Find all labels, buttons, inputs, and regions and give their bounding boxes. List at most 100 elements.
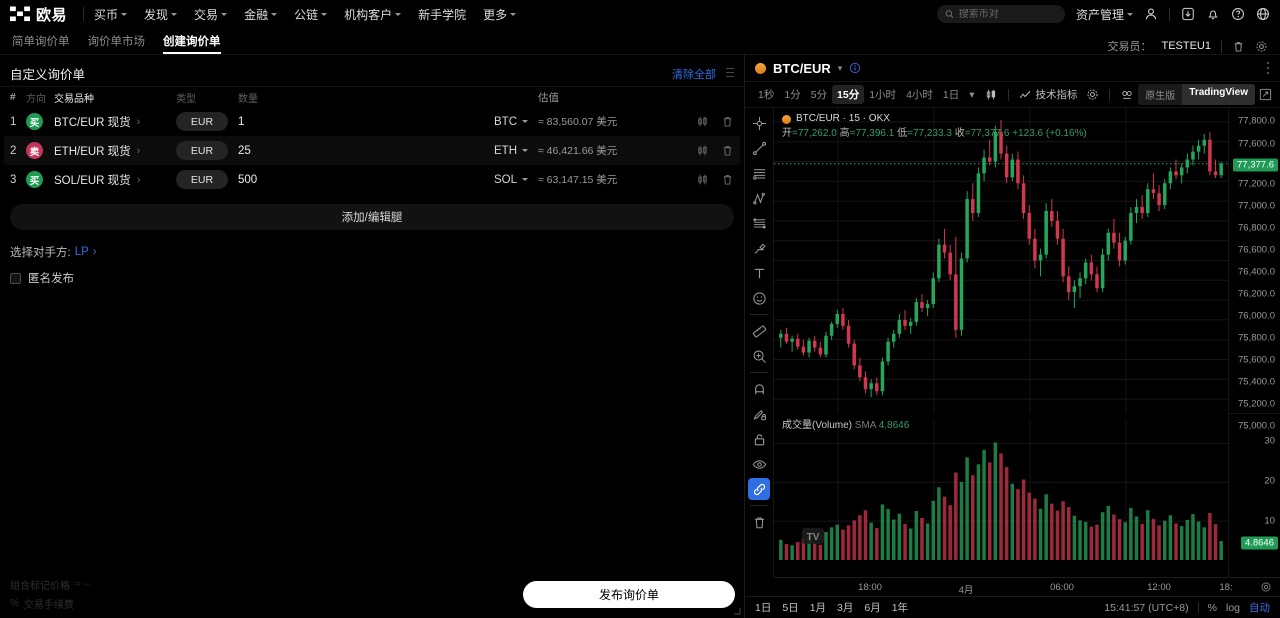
publish-rfq-button[interactable]: 发布询价单 [523,580,735,608]
okx-logo[interactable]: 欧易 [10,4,67,25]
pitchfork-icon[interactable] [748,187,770,209]
nav-item-finance[interactable]: 金融 [244,6,278,23]
chevron-right-icon[interactable]: › [92,246,97,258]
range-1y[interactable]: 1年 [891,602,909,614]
help-button[interactable] [1231,7,1245,21]
time-axis-settings-icon[interactable] [1260,581,1272,593]
chevron-right-icon[interactable]: › [136,144,141,157]
compare-button[interactable] [1116,89,1138,101]
timeframe-1s[interactable]: 1秒 [758,89,775,101]
quantity-input[interactable] [238,169,466,190]
zoom-in-icon[interactable] [748,345,770,367]
horizontal-lines-icon[interactable] [748,162,770,184]
timeframe-1h[interactable]: 1小时 [869,89,897,101]
info-icon[interactable] [849,62,861,74]
language-button[interactable] [1256,7,1270,21]
nav-item-more[interactable]: 更多 [483,6,517,23]
delete-row-button[interactable] [721,173,734,186]
timeframe-5m[interactable]: 5分 [810,89,828,101]
fibonacci-icon[interactable] [748,212,770,234]
timeframe-4h[interactable]: 4小时 [906,89,933,101]
tab-simple-rfq[interactable]: 简单询价单 [12,36,70,48]
timeframe-15m[interactable]: 15分 [832,85,865,104]
side-cell[interactable]: 买 [26,171,54,188]
counterparty-selector[interactable]: 选择对手方: LP › [10,244,744,260]
trash-icon[interactable] [748,511,770,533]
settings-icon[interactable] [1255,40,1268,53]
type-pill[interactable]: EUR [176,141,228,160]
trend-line-icon[interactable] [748,137,770,159]
crosshair-icon[interactable] [748,112,770,134]
side-cell[interactable]: 买 [26,113,54,130]
instrument-cell[interactable]: BTC/EUR 现货 › [54,114,176,130]
timeframe-1d[interactable]: 1日 [942,89,960,101]
emoji-icon[interactable] [748,287,770,309]
time-axis[interactable]: 18:00 4月 06:00 12:00 18: [774,577,1280,596]
timeframe-1m[interactable]: 1分 [784,89,801,101]
nav-item-discover[interactable]: 发现 [144,6,178,23]
resize-grip-icon[interactable] [733,607,741,615]
view-mode-tradingview[interactable]: TradingView [1182,84,1255,105]
type-pill[interactable]: EUR [176,112,228,131]
nav-item-academy[interactable]: 新手学院 [418,6,466,23]
chevron-right-icon[interactable]: › [136,173,141,186]
chevron-right-icon[interactable]: › [136,115,141,128]
instrument-cell[interactable]: ETH/EUR 现货 › [54,143,176,159]
range-5d[interactable]: 5日 [782,602,799,614]
chart-settings-button[interactable] [1082,88,1103,101]
tab-create-rfq[interactable]: 创建询价单 [163,28,221,54]
nav-item-institutional[interactable]: 机构客户 [344,6,402,23]
chart-canvas[interactable]: BTC/EUR · 15 · OKX 开=77,262.0 高=77,396.1… [774,108,1228,577]
counterparty-value[interactable]: LP [74,246,89,258]
anonymous-checkbox[interactable] [10,272,21,284]
type-pill[interactable]: EUR [176,170,228,189]
drag-handle[interactable] [726,67,734,80]
range-6m[interactable]: 6月 [864,602,881,614]
indicators-button[interactable]: 技术指标 [1015,87,1082,102]
lock-icon[interactable] [748,428,770,450]
trash-icon[interactable] [1232,40,1245,53]
timeframe-more-icon[interactable]: ▾ [969,88,975,101]
add-edit-leg-button[interactable]: 添加/编辑腿 [10,204,734,230]
link-icon[interactable] [748,478,770,500]
magnet-icon[interactable] [748,378,770,400]
view-mode-native[interactable]: 原生版 [1145,91,1176,102]
quantity-input[interactable] [238,111,466,132]
notifications-button[interactable] [1206,7,1220,21]
range-1d[interactable]: 1日 [755,602,772,614]
delete-row-button[interactable] [721,144,734,157]
search-box[interactable] [936,5,1065,23]
anonymous-publish-option[interactable]: 匿名发布 [10,270,744,286]
currency-cell[interactable]: ETH [466,145,528,157]
chevron-down-icon[interactable]: ▾ [837,62,843,73]
nav-item-trade[interactable]: 交易 [194,6,228,23]
instrument-cell[interactable]: SOL/EUR 现货 › [54,172,176,188]
clear-all-button[interactable]: 清除全部 [672,68,716,81]
delete-row-button[interactable] [721,115,734,128]
nav-item-chain[interactable]: 公链 [294,6,328,23]
quantity-input[interactable] [238,140,466,161]
brush-icon[interactable] [748,237,770,259]
percent-scale-toggle[interactable]: % [1207,601,1217,614]
table-row[interactable]: 2 卖 ETH/EUR 现货 › EUR ETH [4,136,740,165]
search-input[interactable] [958,8,1057,20]
side-cell[interactable]: 卖 [26,142,54,159]
chart-icon[interactable] [696,144,709,157]
asset-management-menu[interactable]: 资产管理 [1076,6,1133,23]
log-scale-toggle[interactable]: log [1225,601,1240,614]
range-3m[interactable]: 3月 [837,602,854,614]
chart-icon[interactable] [696,173,709,186]
download-app-button[interactable] [1181,7,1195,21]
currency-cell[interactable]: BTC [466,116,528,128]
nav-item-buy-crypto[interactable]: 买币 [94,6,128,23]
currency-cell[interactable]: SOL [466,174,528,186]
auto-scale-toggle[interactable]: 自动 [1249,602,1270,614]
fullscreen-button[interactable] [1259,88,1272,101]
chart-icon[interactable] [696,115,709,128]
table-row[interactable]: 3 买 SOL/EUR 现货 › EUR SOL [4,165,740,194]
chart-menu-button[interactable] [1266,61,1270,75]
pencil-lock-icon[interactable] [748,403,770,425]
table-row[interactable]: 1 买 BTC/EUR 现货 › EUR BTC [4,107,740,136]
price-axis[interactable]: 77,800.0 77,600.0 77,377.6 77,200.0 77,0… [1228,108,1280,577]
ruler-icon[interactable] [748,320,770,342]
